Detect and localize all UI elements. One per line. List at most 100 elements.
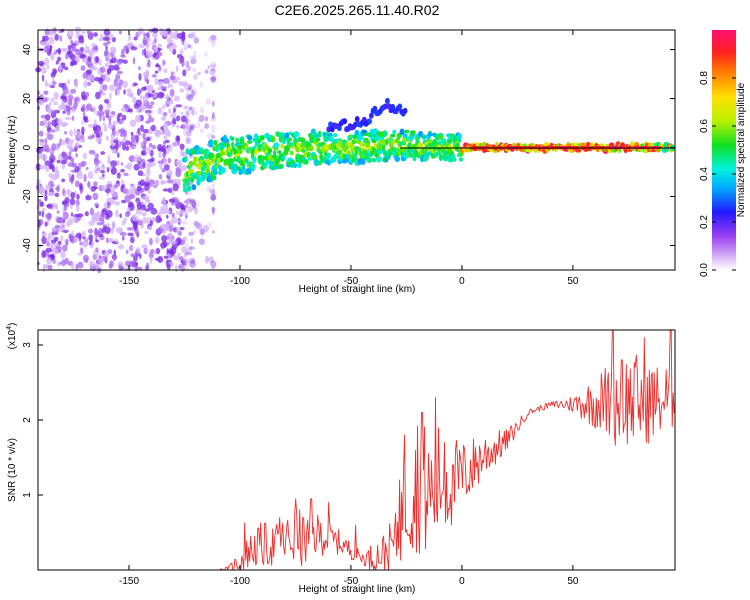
noise-speck (104, 226, 111, 234)
noise-speck (70, 176, 74, 185)
spur-speck (397, 103, 403, 110)
band-speck (458, 157, 464, 162)
noise-speck (50, 30, 56, 36)
noise-speck (167, 157, 172, 164)
band-speck (381, 143, 386, 151)
noise-speck (172, 141, 179, 148)
noise-speck (43, 46, 50, 53)
noise-speck (162, 77, 170, 84)
noise-speck (114, 201, 121, 206)
noise-speck (119, 213, 123, 218)
spur-speck (353, 121, 358, 128)
noise-speck (171, 43, 177, 50)
noise-speck (43, 155, 48, 160)
noise-speck (88, 149, 96, 155)
noise-speck (209, 68, 216, 76)
noise-speck (142, 71, 150, 77)
noise-speck (155, 236, 160, 244)
noise-speck (148, 226, 153, 231)
noise-speck (179, 227, 185, 231)
noise-speck (113, 64, 120, 71)
noise-speck (180, 164, 187, 172)
noise-speck (189, 55, 196, 60)
noise-speck (48, 102, 52, 107)
noise-speck (71, 46, 76, 52)
noise-speck (189, 85, 194, 93)
noise-speck (69, 61, 74, 67)
noise-speck (62, 86, 69, 95)
noise-speck (47, 133, 54, 141)
band-speck (213, 169, 218, 176)
noise-speck (163, 135, 168, 140)
noise-speck (161, 223, 166, 230)
noise-speck (209, 36, 217, 42)
noise-speck (76, 213, 84, 218)
noise-speck (41, 74, 45, 82)
noise-speck (127, 108, 133, 113)
noise-speck (155, 247, 161, 255)
band-speck (457, 138, 462, 143)
noise-speck (211, 206, 216, 212)
noise-speck (62, 188, 65, 195)
noise-speck (210, 36, 216, 44)
noise-speck (113, 184, 118, 189)
noise-speck (93, 32, 98, 37)
noise-speck (41, 210, 45, 218)
noise-speck (44, 221, 48, 227)
noise-speck (149, 220, 153, 226)
noise-speck (147, 37, 151, 42)
noise-speck (179, 49, 184, 55)
noise-speck (185, 137, 192, 145)
noise-speck (146, 168, 151, 177)
x-tick-label: -150 (119, 276, 139, 287)
band-speck (329, 136, 335, 143)
noise-speck (155, 215, 161, 224)
noise-speck (45, 213, 52, 220)
noise-speck (210, 194, 217, 202)
noise-speck (154, 70, 159, 74)
noise-speck (68, 98, 73, 107)
noise-speck (139, 163, 144, 169)
noise-speck (185, 264, 189, 271)
noise-speck (106, 197, 110, 202)
noise-speck (187, 127, 192, 135)
noise-speck (187, 33, 194, 39)
noise-speck (83, 80, 88, 88)
noise-speck (66, 222, 71, 227)
noise-speck (45, 184, 52, 190)
noise-speck (148, 251, 154, 259)
noise-speck (177, 230, 182, 236)
spur-speck (342, 118, 348, 125)
noise-speck (151, 74, 157, 78)
band-speck (272, 166, 277, 171)
noise-speck (102, 84, 108, 91)
noise-speck (136, 202, 142, 211)
noise-speck (62, 152, 68, 161)
noise-speck (120, 168, 125, 173)
noise-speck (132, 57, 136, 65)
noise-speck (115, 88, 118, 96)
noise-speck (166, 44, 170, 49)
noise-speck (109, 92, 112, 100)
spectrogram-x-label: Height of straight line (km) (299, 284, 416, 295)
noise-speck (205, 97, 212, 105)
noise-speck (68, 217, 73, 223)
noise-speck (172, 117, 177, 125)
noise-speck (102, 173, 105, 177)
noise-speck (75, 232, 82, 239)
snr-y-tick-label: 1 (22, 492, 33, 498)
noise-speck (199, 228, 206, 235)
band-speck (314, 133, 319, 139)
band-speck (220, 166, 226, 174)
noise-speck (199, 225, 204, 231)
noise-speck (196, 124, 201, 129)
noise-speck (82, 239, 88, 248)
band-speck (191, 184, 197, 191)
noise-speck (180, 149, 184, 157)
noise-speck (50, 97, 55, 103)
noise-speck (134, 265, 138, 273)
noise-speck (58, 64, 63, 70)
noise-speck (172, 71, 176, 75)
noise-speck (192, 88, 198, 96)
noise-speck (207, 37, 212, 43)
